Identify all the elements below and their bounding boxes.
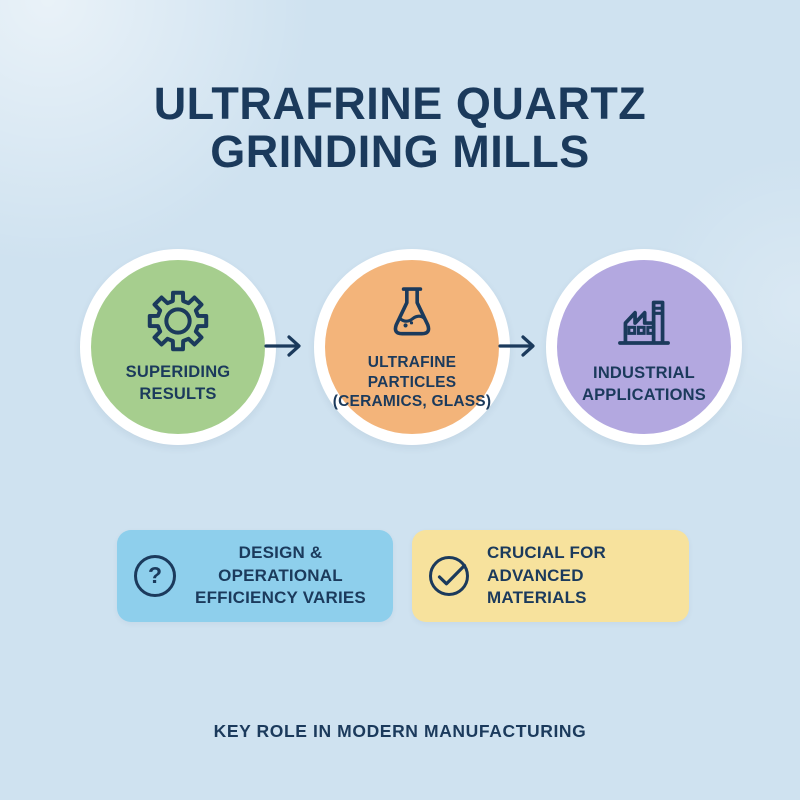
callout-design-operational-efficiency: ? DESIGN & OPERATIONAL EFFICIENCY VARIES bbox=[117, 530, 393, 622]
callout-text-line: EFFICIENCY VARIES bbox=[195, 588, 366, 608]
step-label-line: PARTICLES bbox=[367, 373, 457, 391]
callout-text-line: ADVANCED MATERIALS bbox=[487, 565, 587, 608]
step-label: ULTRAFINE PARTICLES (CERAMICS, GLASS) bbox=[333, 353, 491, 412]
question-glyph: ? bbox=[147, 561, 163, 588]
step-label-line: APPLICATIONS bbox=[581, 385, 706, 404]
flow-step-circle: SUPERIDING RESULTS bbox=[91, 260, 265, 434]
flask-icon bbox=[393, 287, 431, 336]
question-circle-icon: ? bbox=[134, 555, 176, 597]
callout-text: CRUCIAL FOR ADVANCED MATERIALS bbox=[472, 542, 689, 609]
footer-text: KEY ROLE IN MODERN MANUFACTURING bbox=[213, 721, 587, 741]
step-label-line: ULTRAFINE bbox=[367, 353, 457, 371]
step-label-line: INDUSTRIAL bbox=[593, 364, 695, 383]
step-label: SUPERIDING RESULTS bbox=[126, 362, 231, 404]
arrow-right-icon bbox=[498, 335, 535, 357]
flow-step-superiding-results: SUPERIDING RESULTS bbox=[80, 249, 276, 445]
step-label: INDUSTRIAL APPLICATIONS bbox=[582, 363, 706, 405]
flow-step-circle: INDUSTRIAL APPLICATIONS bbox=[557, 260, 731, 434]
callout-text-line: DESIGN & OPERATIONAL bbox=[218, 543, 343, 585]
page-title: ULTRAFRINE QUARTZ GRINDING MILLS bbox=[0, 80, 800, 175]
flow-step-ultrafine-particles: ULTRAFINE PARTICLES (CERAMICS, GLASS) bbox=[314, 249, 510, 445]
step-label-line: SUPERIDING bbox=[125, 363, 231, 382]
flow-step-industrial-applications: INDUSTRIAL APPLICATIONS bbox=[546, 249, 742, 445]
arrow-right-icon bbox=[264, 335, 301, 357]
callout-crucial-advanced-materials: CRUCIAL FOR ADVANCED MATERIALS bbox=[412, 530, 689, 622]
callout-text-line: CRUCIAL FOR bbox=[487, 543, 606, 563]
gear-icon bbox=[147, 291, 209, 352]
title-line-1: ULTRAFRINE QUARTZ bbox=[153, 78, 647, 129]
title-line-2: GRINDING MILLS bbox=[210, 125, 590, 177]
callout-text: DESIGN & OPERATIONAL EFFICIENCY VARIES bbox=[176, 542, 393, 609]
check-circle-icon bbox=[429, 556, 469, 596]
factory-icon bbox=[618, 300, 670, 346]
flow-step-circle: ULTRAFINE PARTICLES (CERAMICS, GLASS) bbox=[325, 260, 499, 434]
step-label-line: RESULTS bbox=[139, 384, 217, 403]
step-label-line: (CERAMICS, GLASS) bbox=[332, 393, 492, 411]
